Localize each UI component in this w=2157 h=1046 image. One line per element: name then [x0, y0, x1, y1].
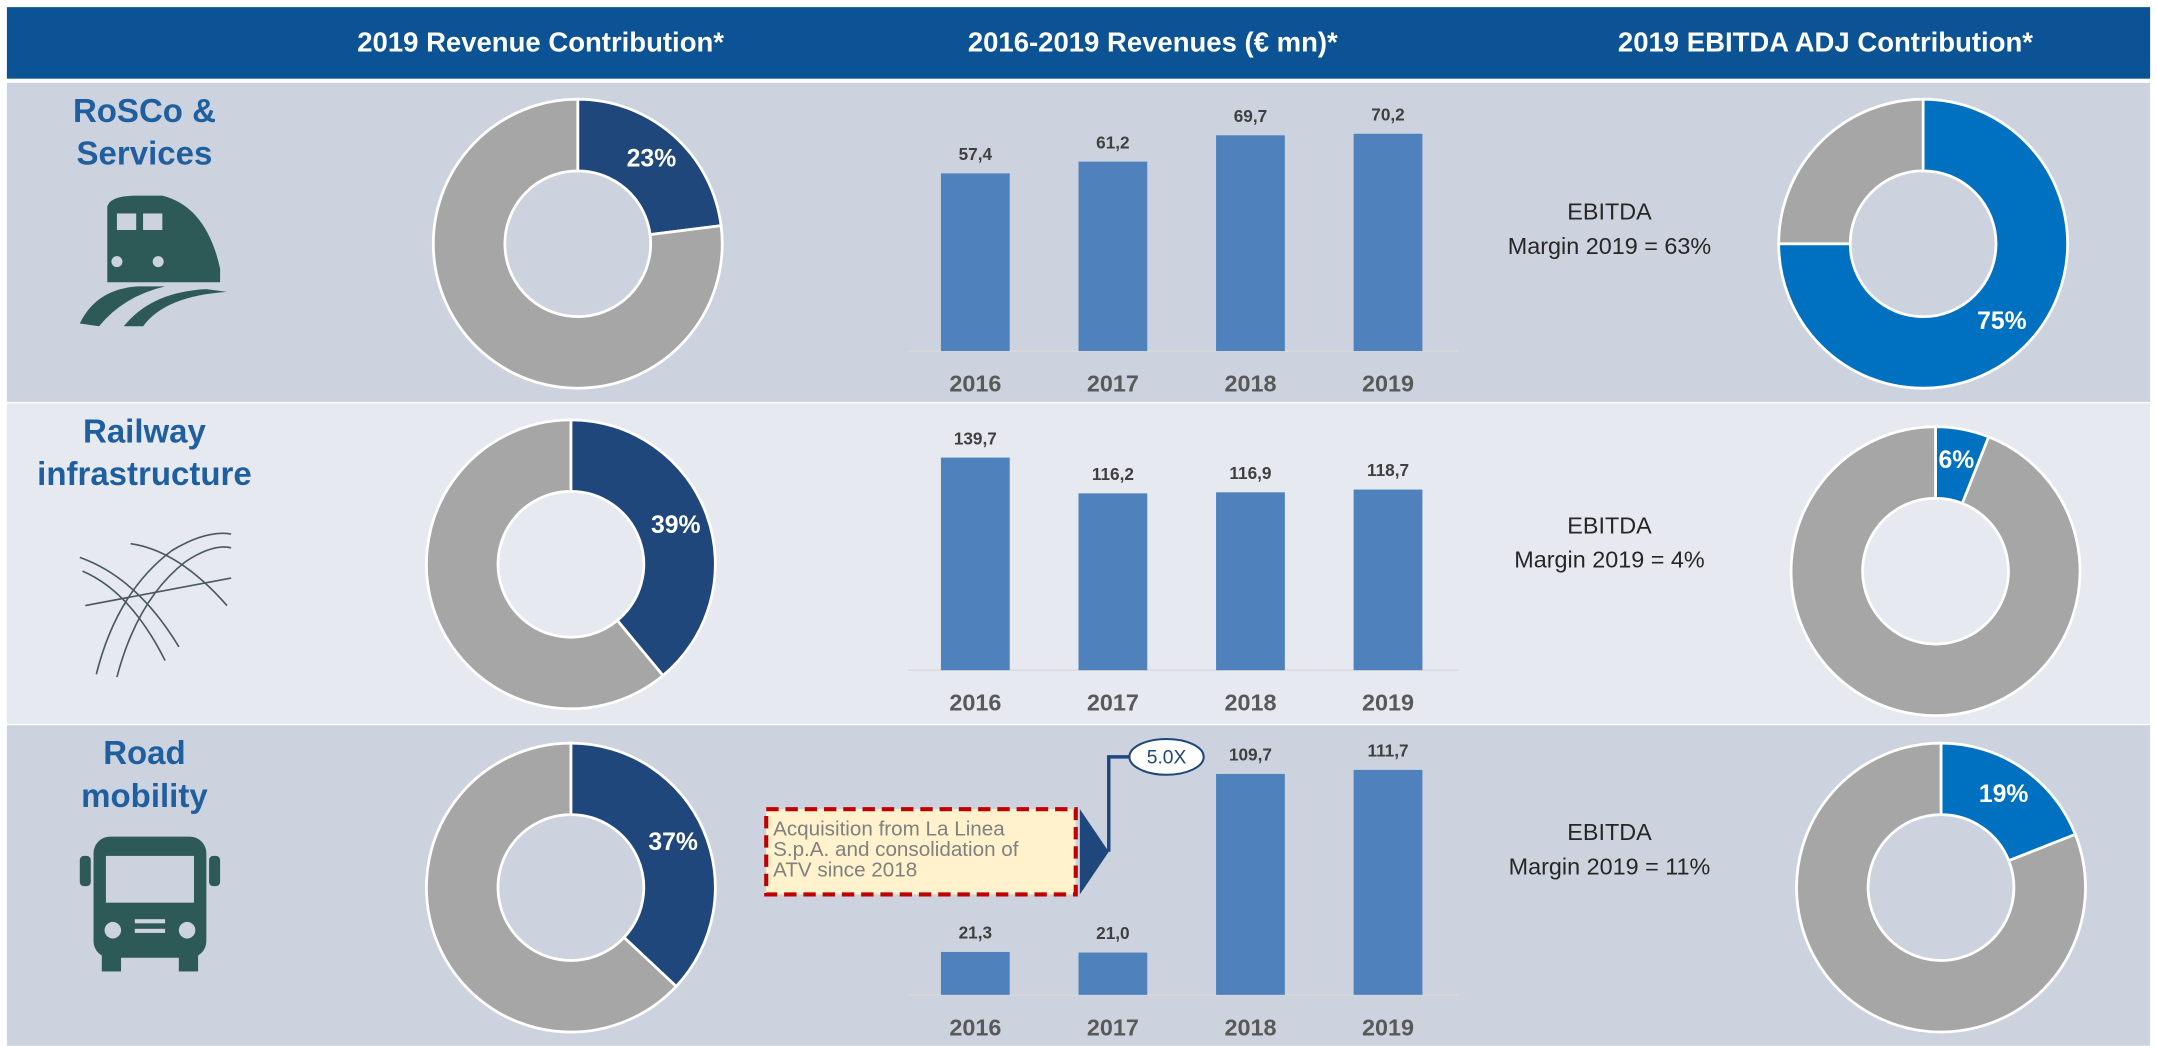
slice-label: 23%	[627, 146, 677, 173]
slice-label: 37%	[648, 829, 698, 856]
callout-text: 5.0X	[1147, 747, 1187, 768]
railway-icon	[79, 532, 232, 678]
slice-label: 75%	[1977, 308, 2027, 335]
bar	[1353, 769, 1423, 995]
annotation-box	[764, 807, 1078, 897]
donut-slice	[425, 418, 665, 711]
bus-icon	[79, 836, 221, 972]
value-label: 57,4	[959, 144, 993, 164]
segment-label: mobility	[81, 777, 208, 814]
ebitda-note: Margin 2019 = 4%	[1514, 547, 1704, 573]
bar	[1216, 773, 1285, 995]
annotation-text: Acquisition from La Linea	[773, 817, 1005, 840]
ebitda-note: EBITDA	[1567, 819, 1652, 845]
ebitda-note: Margin 2019 = 63%	[1508, 233, 1711, 259]
donut-slice	[425, 741, 679, 1034]
ebitda-note: EBITDA	[1567, 199, 1652, 225]
x-tick-label: 2016	[949, 690, 1001, 716]
value-label: 21,0	[1096, 923, 1129, 943]
x-tick-label: 2016	[949, 1014, 1001, 1040]
segment-label: Railway	[83, 412, 207, 449]
x-tick-label: 2018	[1224, 371, 1276, 397]
train-icon	[79, 195, 227, 327]
bar	[1078, 952, 1148, 995]
bar	[1353, 133, 1423, 352]
donut-slice	[1795, 741, 2087, 1034]
ebitda-note: EBITDA	[1567, 512, 1652, 538]
donut-slice	[1939, 741, 2078, 863]
x-tick-label: 2016	[949, 371, 1001, 397]
x-tick-label: 2017	[1087, 1014, 1139, 1040]
segment-label: Road	[103, 734, 185, 771]
value-label: 21,3	[959, 923, 992, 943]
column-header: 2019 Revenue Contribution*	[357, 27, 724, 58]
x-tick-label: 2017	[1087, 371, 1139, 397]
donut-slice	[1789, 425, 2082, 717]
x-tick-label: 2018	[1224, 1014, 1276, 1040]
donut-slice	[431, 97, 724, 390]
annotation-arrow	[1079, 809, 1109, 895]
x-tick-label: 2018	[1224, 690, 1276, 716]
value-label: 61,2	[1096, 132, 1129, 152]
annotation-text: ATV since 2018	[773, 859, 917, 882]
bar	[1353, 489, 1423, 671]
bar	[1078, 161, 1148, 352]
slice-label: 6%	[1939, 447, 1975, 474]
donut-slice	[1777, 97, 2069, 390]
bar	[1216, 492, 1285, 671]
slice-label: 39%	[651, 512, 701, 539]
segment-label: RoSCo &	[73, 92, 216, 129]
annotation-text: S.p.A. and consolidation of	[773, 838, 1019, 861]
column-header: 2016-2019 Revenues (€ mn)*	[968, 27, 1338, 58]
value-label: 139,7	[954, 428, 997, 448]
donut-slice	[569, 418, 717, 678]
x-tick-label: 2019	[1362, 690, 1414, 716]
x-tick-label: 2017	[1087, 690, 1139, 716]
value-label: 69,7	[1234, 106, 1267, 126]
bar	[1216, 135, 1285, 352]
callout-line	[1107, 755, 1131, 852]
bar	[940, 173, 1010, 352]
header-bar	[6, 7, 2151, 79]
callout-bubble	[1128, 737, 1205, 776]
value-label: 118,7	[1367, 460, 1409, 480]
slice-label: 19%	[1979, 781, 2029, 808]
x-tick-label: 2019	[1362, 1014, 1414, 1040]
value-label: 70,2	[1371, 104, 1404, 124]
segment-label: infrastructure	[37, 455, 252, 492]
value-label: 109,7	[1229, 745, 1272, 765]
column-header: 2019 EBITDA ADJ Contribution*	[1618, 27, 2033, 58]
x-tick-label: 2019	[1362, 371, 1414, 397]
ebitda-note: Margin 2019 = 11%	[1509, 853, 1711, 879]
value-label: 116,2	[1092, 464, 1134, 484]
bar	[940, 457, 1010, 671]
value-label: 116,9	[1229, 463, 1271, 483]
value-label: 111,7	[1367, 741, 1408, 761]
donut-slice	[1777, 97, 1925, 246]
donut-slice	[569, 741, 717, 989]
segment-label: Services	[77, 134, 213, 171]
donut-slice	[576, 97, 723, 237]
bar	[940, 951, 1010, 995]
bar	[1078, 493, 1148, 671]
